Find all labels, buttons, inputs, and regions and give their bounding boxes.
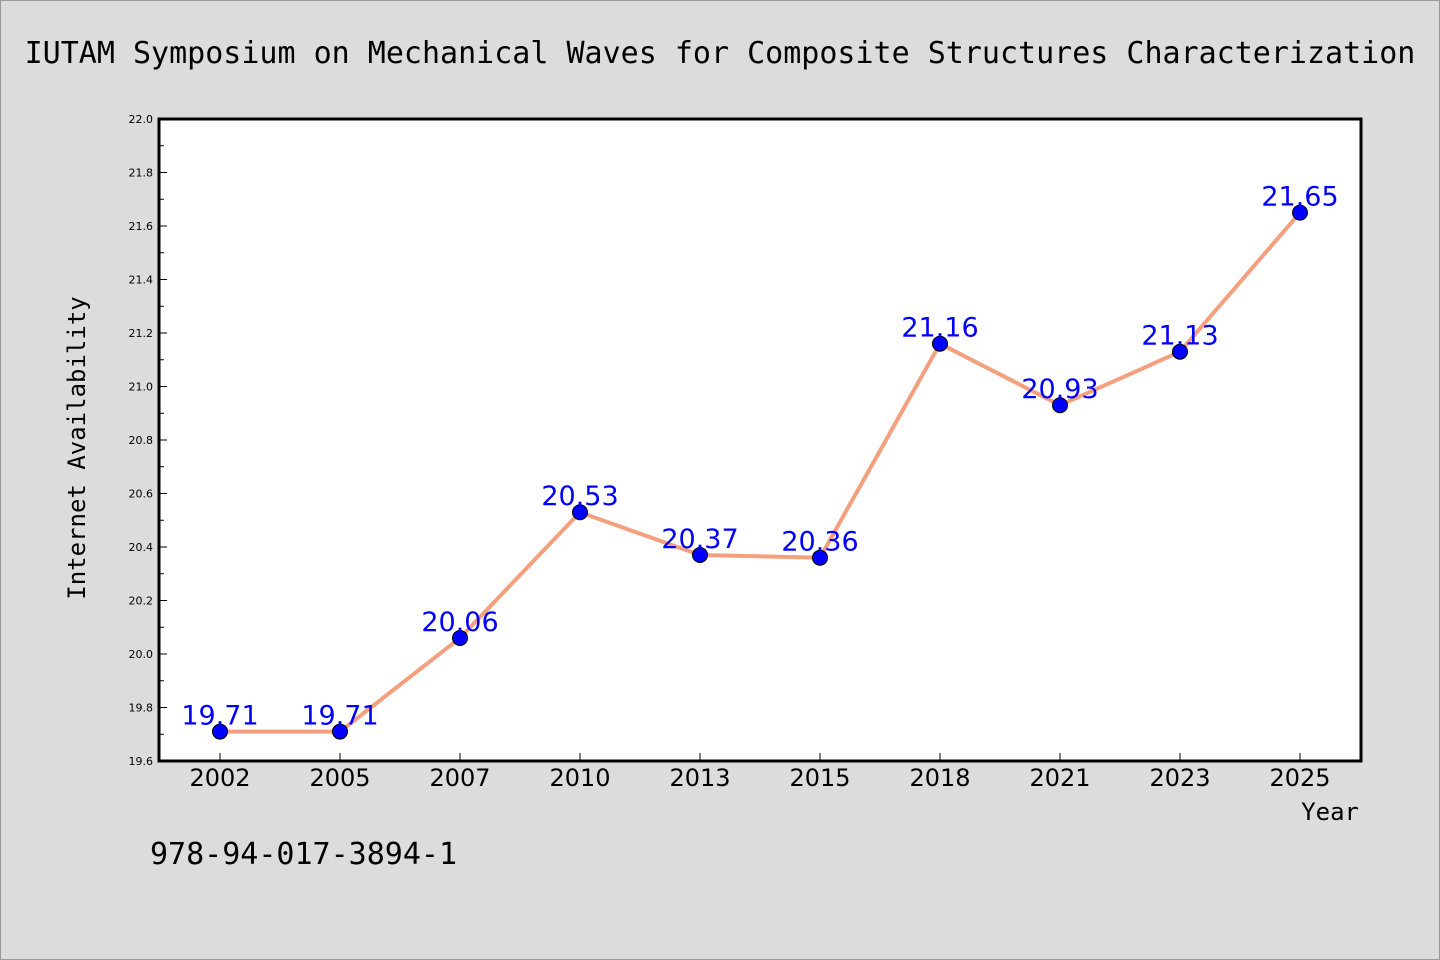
x-tick-label: 2007 bbox=[429, 764, 490, 792]
y-tick-label: 22.0 bbox=[129, 113, 154, 126]
x-tick-label: 2025 bbox=[1269, 764, 1330, 792]
y-tick-label: 21.2 bbox=[129, 327, 154, 340]
data-label: 20.53 bbox=[541, 481, 618, 512]
y-tick-label: 19.8 bbox=[129, 702, 154, 715]
x-tick-label: 2002 bbox=[189, 764, 250, 792]
y-tick-label: 20.2 bbox=[129, 595, 154, 608]
x-tick-label: 2013 bbox=[669, 764, 730, 792]
x-tick-label: 2018 bbox=[909, 764, 970, 792]
x-axis-label: Year bbox=[1301, 798, 1359, 826]
y-tick-label: 20.4 bbox=[129, 541, 154, 554]
data-point bbox=[212, 723, 228, 740]
data-label: 21.65 bbox=[1261, 182, 1338, 213]
data-point bbox=[572, 504, 588, 521]
series-line bbox=[212, 204, 1308, 740]
y-axis: 19.6 19.8 20.0 20.2 20.4 20.6 20.8 21.0 21.2 21.4… bbox=[129, 113, 167, 768]
data-point bbox=[1052, 397, 1068, 414]
x-tick-label: 2010 bbox=[549, 764, 610, 792]
data-point bbox=[692, 547, 708, 564]
data-point bbox=[1292, 204, 1308, 221]
data-point bbox=[1172, 343, 1188, 360]
y-tick-label: 21.0 bbox=[129, 381, 154, 394]
x-tick-label: 2021 bbox=[1029, 764, 1090, 792]
y-tick-label: 19.6 bbox=[129, 755, 154, 768]
plot-area bbox=[157, 117, 1363, 763]
data-point bbox=[332, 723, 348, 740]
y-tick-label: 21.6 bbox=[129, 220, 154, 233]
y-axis-label: Internet Availability bbox=[63, 296, 91, 599]
y-tick-label: 21.8 bbox=[129, 167, 154, 180]
data-point bbox=[932, 335, 948, 352]
data-label: 20.06 bbox=[421, 607, 498, 638]
isbn-annotation: 978-94-017-3894-1 bbox=[150, 837, 457, 872]
data-label: 21.16 bbox=[901, 313, 978, 344]
x-tick-label: 2015 bbox=[789, 764, 850, 792]
x-axis: 2002 2005 2007 2010 2013 2015 2018 2021 2023 2025 bbox=[189, 753, 1331, 792]
y-tick-label: 20.0 bbox=[129, 648, 154, 661]
y-tick-label: 20.8 bbox=[129, 434, 154, 447]
x-tick-label: 2005 bbox=[309, 764, 370, 792]
data-labels: 19.71 19.71 20.06 20.53 20.37 20.36 21.16 20.93… bbox=[181, 182, 1338, 732]
y-tick-label: 20.6 bbox=[129, 488, 154, 501]
data-label: 21.13 bbox=[1141, 321, 1218, 352]
data-label: 20.37 bbox=[661, 524, 738, 555]
data-label: 19.71 bbox=[301, 701, 378, 732]
y-tick-label: 21.4 bbox=[129, 274, 154, 287]
data-label: 20.93 bbox=[1021, 374, 1098, 405]
series-polyline bbox=[220, 211, 1302, 734]
data-point bbox=[452, 629, 468, 646]
chart-title: IUTAM Symposium on Mechanical Waves for … bbox=[25, 36, 1416, 71]
data-label: 19.71 bbox=[181, 701, 258, 732]
data-point bbox=[812, 549, 828, 566]
data-label: 20.36 bbox=[781, 527, 858, 558]
x-tick-label: 2023 bbox=[1149, 764, 1210, 792]
